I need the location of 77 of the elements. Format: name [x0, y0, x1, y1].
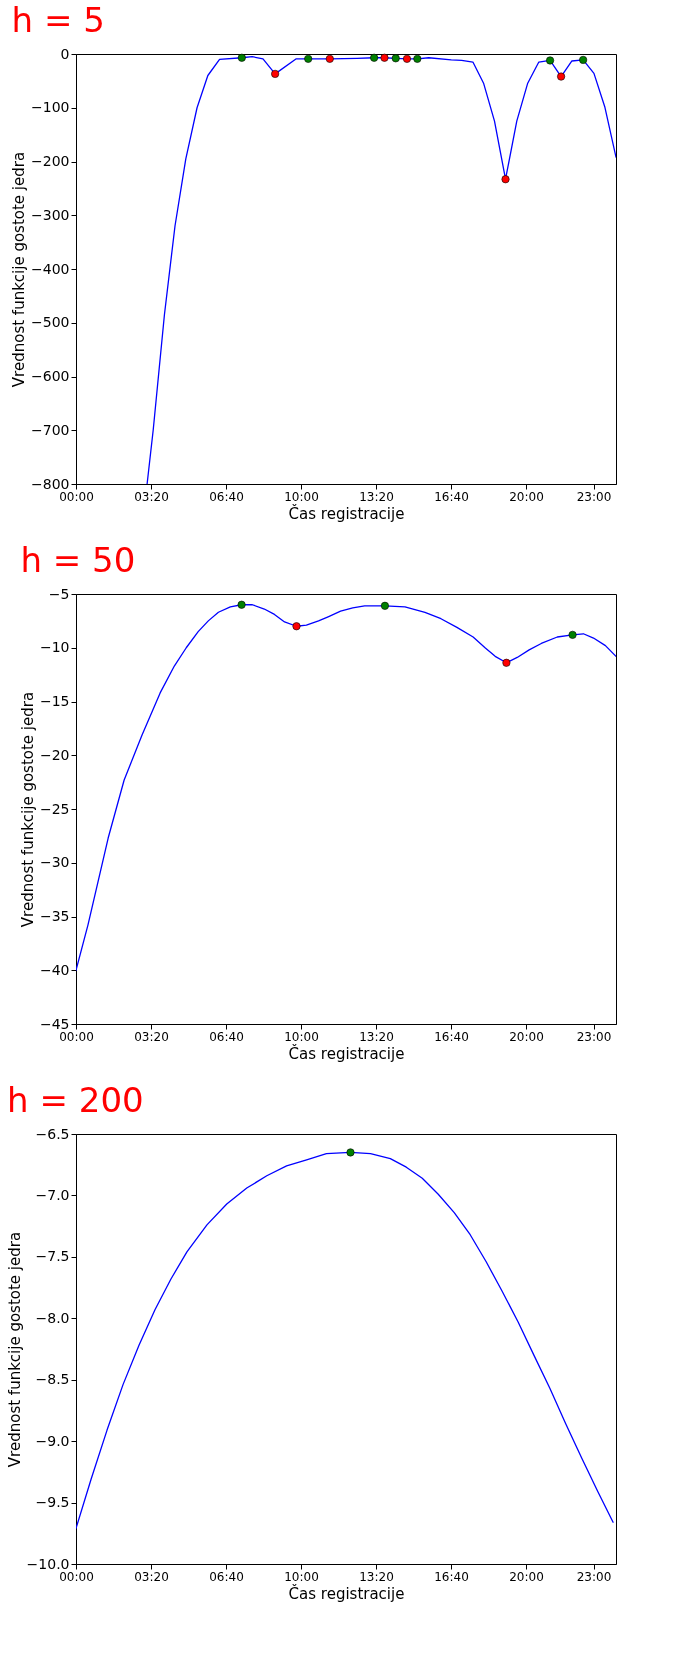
point — [380, 601, 389, 610]
chart-title: h = 200 — [7, 1080, 144, 1120]
y-tick-label: −500 — [31, 314, 70, 331]
x-tick-label: 23:00 — [576, 1029, 612, 1044]
x-tick-label: 13:20 — [359, 1029, 394, 1044]
y-tick-label: −8.0 — [35, 1309, 70, 1326]
point — [271, 69, 280, 78]
point — [501, 175, 510, 184]
x-axis-title: Čas registracije — [288, 1043, 405, 1063]
y-tick-label: −9.0 — [35, 1432, 70, 1449]
y-tick-label: −400 — [31, 260, 70, 277]
x-tick-label: 20:00 — [509, 489, 544, 504]
x-tick-label: 23:00 — [576, 489, 612, 504]
y-tick-label: −10.0 — [26, 1555, 70, 1572]
y-axis-title: Vrednost funkcije gostote jedra — [18, 691, 37, 928]
x-tick-label: 13:20 — [359, 1569, 394, 1584]
point — [237, 53, 246, 62]
x-tick-label: 06:40 — [209, 489, 244, 504]
y-tick-label: −9.5 — [35, 1494, 70, 1511]
y-tick-label: −40 — [39, 961, 70, 978]
point — [579, 55, 588, 64]
x-tick-label: 16:40 — [434, 1569, 469, 1584]
y-tick-label: −20 — [39, 746, 70, 763]
y-tick-label: −800 — [31, 475, 70, 492]
x-tick-label: 13:20 — [359, 489, 394, 504]
x-tick-label: 10:00 — [284, 489, 319, 504]
y-tick-label: −7.5 — [35, 1248, 70, 1265]
point — [546, 56, 555, 65]
point — [413, 54, 422, 63]
y-tick-label: −6.5 — [35, 1125, 70, 1142]
x-tick-label: 16:40 — [434, 1029, 469, 1044]
point — [304, 54, 313, 63]
y-tick-label: −10 — [39, 639, 70, 656]
point — [380, 53, 389, 62]
y-axis-title: Vrednost funkcije gostote jedra — [5, 1231, 24, 1468]
point — [292, 622, 301, 631]
x-tick-label: 00:00 — [59, 1569, 94, 1584]
x-tick-label: 10:00 — [284, 1029, 319, 1044]
point — [402, 54, 411, 63]
point — [391, 54, 400, 63]
chart-title: h = 50 — [20, 540, 136, 580]
y-tick-label: −300 — [31, 206, 70, 223]
point — [325, 54, 334, 63]
x-tick-label: 03:20 — [134, 1569, 169, 1584]
x-tick-label: 00:00 — [59, 1029, 94, 1044]
x-tick-label: 00:00 — [59, 489, 94, 504]
y-tick-label: 0 — [60, 45, 70, 62]
y-tick-label: −100 — [31, 99, 70, 116]
point — [370, 53, 379, 62]
x-tick-label: 06:40 — [209, 1029, 244, 1044]
x-tick-label: 20:00 — [509, 1029, 544, 1044]
y-tick-label: −35 — [39, 908, 70, 924]
x-tick-label: 06:40 — [209, 1569, 244, 1584]
y-tick-label: −25 — [39, 800, 70, 817]
y-tick-label: −7.0 — [35, 1186, 70, 1203]
x-tick-label: 03:20 — [134, 489, 169, 504]
y-axis-title: Vrednost funkcije gostote jedra — [10, 151, 29, 388]
point — [237, 600, 246, 609]
x-tick-label: 10:00 — [284, 1569, 319, 1584]
point — [502, 658, 511, 667]
point — [568, 630, 577, 639]
x-tick-label: 23:00 — [576, 1569, 612, 1584]
x-tick-label: 03:20 — [134, 1029, 169, 1044]
x-axis-title: Čas registracije — [288, 1583, 405, 1603]
y-tick-label: −15 — [39, 693, 70, 709]
y-tick-label: −700 — [31, 421, 70, 438]
y-tick-label: −600 — [31, 368, 70, 384]
x-axis-title: Čas registracije — [288, 503, 405, 523]
y-tick-label: −5 — [48, 585, 70, 602]
y-tick-label: −30 — [39, 854, 70, 871]
chart-title: h = 5 — [11, 0, 105, 40]
y-tick-label: −8.5 — [35, 1371, 70, 1388]
point — [557, 72, 566, 81]
y-tick-label: −45 — [39, 1015, 70, 1032]
x-tick-label: 16:40 — [434, 489, 469, 504]
x-tick-label: 20:00 — [509, 1569, 544, 1584]
y-tick-label: −200 — [31, 153, 70, 169]
